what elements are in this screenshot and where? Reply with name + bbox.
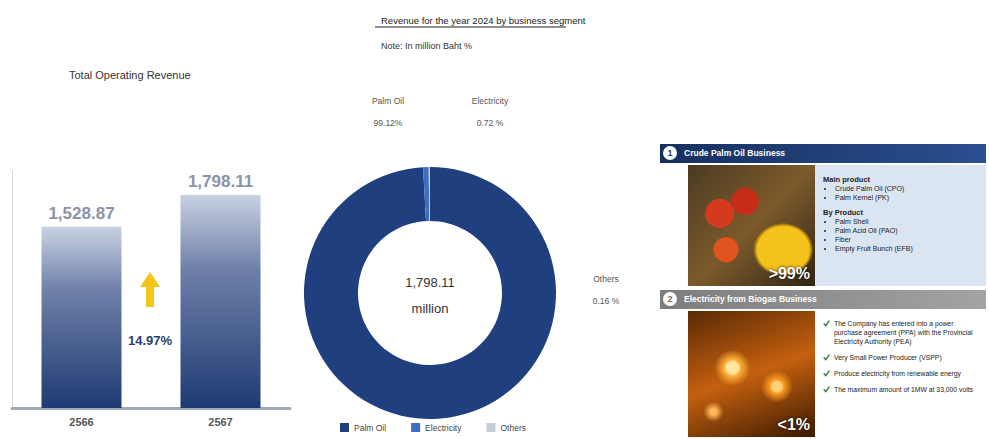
svg-text:million: million	[412, 301, 449, 316]
svg-text:Palm Oil: Palm Oil	[372, 96, 404, 106]
html-text:Palm Kernel (PK): Palm Kernel (PK)	[835, 194, 890, 201]
svg-text:0.72 %: 0.72 %	[477, 118, 504, 128]
svg-text:Others: Others	[500, 423, 526, 433]
svg-text:1,528.87: 1,528.87	[48, 204, 114, 223]
html-text:Crude Palm Oil (CPO): Crude Palm Oil (CPO)	[835, 185, 905, 192]
svg-text:99.12%: 99.12%	[374, 118, 403, 128]
svg-text:Others: Others	[593, 274, 619, 284]
html-text:Electricity from Biogas Busine: Electricity from Biogas Business	[684, 294, 817, 304]
svg-text:Electricity: Electricity	[472, 96, 509, 106]
html-text:Palm Acid Oil (PAO): Palm Acid Oil (PAO)	[835, 227, 898, 234]
html-text:The maximum amount of 1MW at 3: The maximum amount of 1MW at 33,000 volt…	[834, 386, 973, 393]
html-text:Main product: Main product	[823, 175, 871, 184]
svg-text:2566: 2566	[69, 416, 93, 428]
html-text:>99%: >99%	[768, 265, 810, 282]
html-text:Palm Shell: Palm Shell	[835, 218, 869, 225]
svg-text:Revenue for the year 2024 by b: Revenue for the year 2024 by business se…	[381, 15, 586, 26]
svg-text:Note: In million Baht %: Note: In million Baht %	[381, 41, 472, 51]
html-text:1: 1	[667, 148, 673, 158]
svg-text:1,798.11: 1,798.11	[405, 275, 455, 290]
html-text:Fiber: Fiber	[835, 236, 851, 243]
html-text:Empty Fruit Bunch (EFB): Empty Fruit Bunch (EFB)	[835, 245, 913, 252]
svg-text:1,798.11: 1,798.11	[188, 172, 253, 191]
svg-text:Electricity: Electricity	[425, 423, 462, 433]
svg-text:Palm Oil: Palm Oil	[354, 423, 386, 433]
svg-text:0.16 %: 0.16 %	[593, 296, 620, 306]
html-text:Crude Palm Oil Business: Crude Palm Oil Business	[684, 148, 786, 158]
svg-text:14.97%: 14.97%	[128, 333, 173, 348]
html-text:<1%: <1%	[777, 416, 810, 433]
svg-text:Total Operating Revenue: Total Operating Revenue	[69, 69, 191, 81]
html-text:Produce electricity from renew: Produce electricity from renewable energ…	[834, 370, 961, 377]
html-text:2: 2	[667, 294, 673, 304]
svg-text:2567: 2567	[208, 416, 232, 428]
html-text:The Company has entered into a: The Company has entered into a power pur…	[834, 320, 973, 345]
html-text:By Product: By Product	[823, 208, 863, 217]
html-text:Very Small Power Producer (VSP: Very Small Power Producer (VSPP)	[834, 354, 942, 361]
